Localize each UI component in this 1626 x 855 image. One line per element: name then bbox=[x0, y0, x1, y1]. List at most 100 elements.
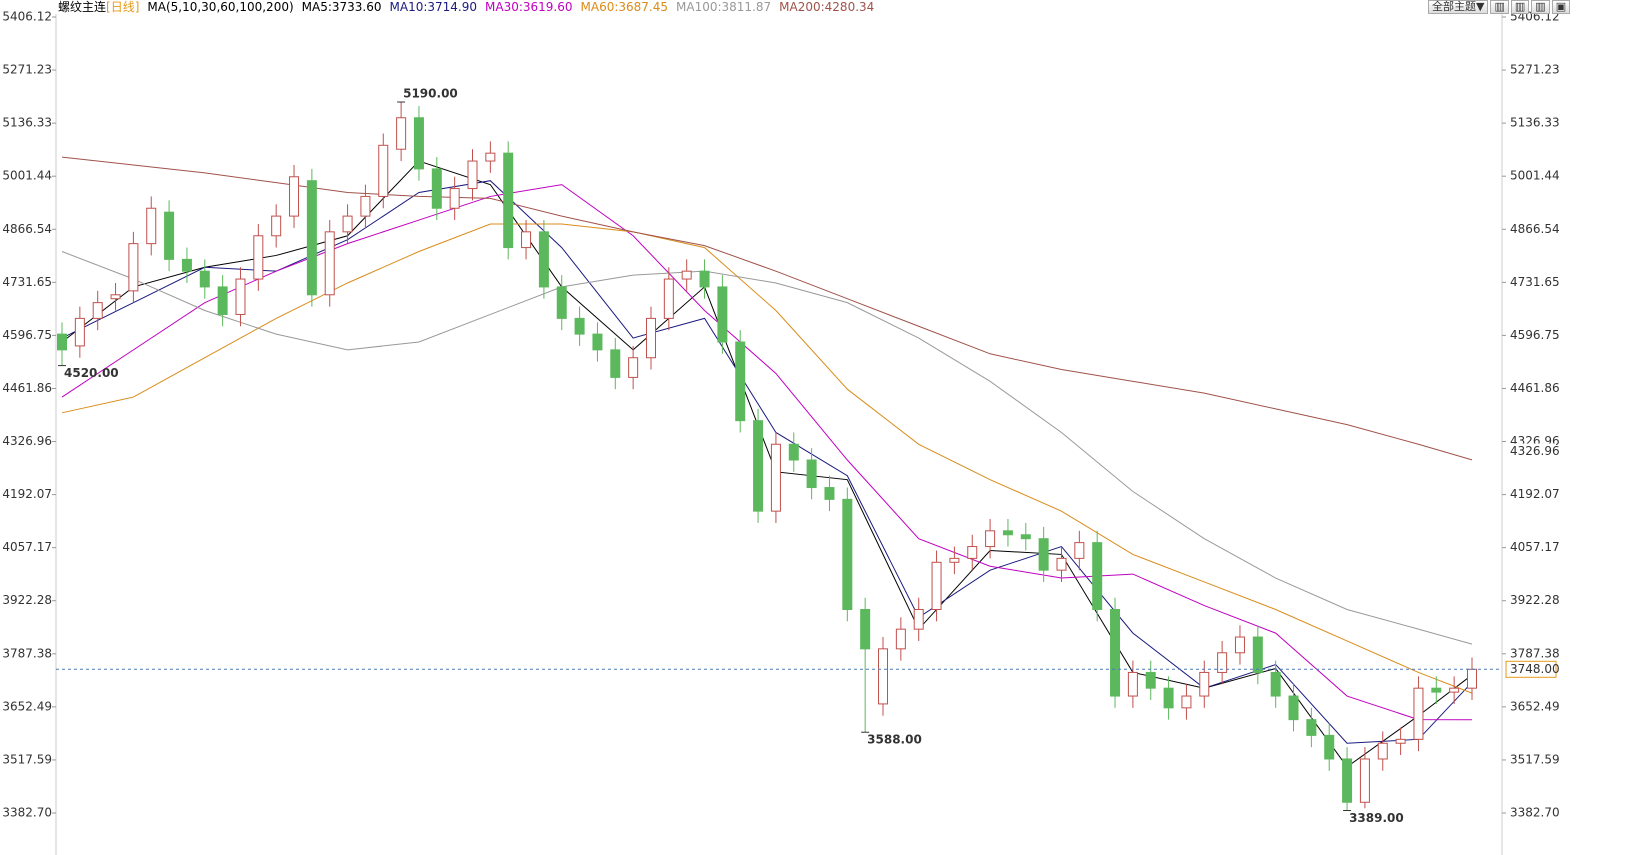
y-tick-label: 3517.59 bbox=[2, 752, 52, 766]
y-tick-label: 3922.28 bbox=[1510, 593, 1560, 607]
candle-body bbox=[574, 317, 585, 335]
annotation: 3588.00 bbox=[867, 733, 922, 747]
icon-button[interactable]: ▣ bbox=[1551, 0, 1571, 14]
legend-entry: MA60:3687.45 bbox=[580, 0, 669, 14]
y-tick-label: 5136.33 bbox=[1510, 116, 1560, 130]
ma-line bbox=[61, 223, 1473, 694]
candle-body bbox=[467, 160, 478, 190]
candle-body bbox=[1145, 671, 1156, 689]
annotation: 4520.00 bbox=[64, 366, 119, 380]
y-tick-label: 5001.44 bbox=[1510, 169, 1560, 183]
candle-body bbox=[788, 443, 799, 461]
candle-body bbox=[1092, 542, 1103, 610]
candle-body bbox=[985, 530, 996, 548]
candle-body bbox=[860, 608, 871, 650]
candle-body bbox=[878, 648, 889, 705]
y-tick-label: 4731.65 bbox=[2, 275, 52, 289]
legend-entry: MA10:3714.90 bbox=[389, 0, 478, 14]
candle-body bbox=[1181, 695, 1192, 709]
candle-body bbox=[735, 341, 746, 422]
icon-button[interactable]: ▥ bbox=[1531, 0, 1550, 14]
period: [日线] bbox=[106, 0, 140, 14]
candle-body bbox=[396, 117, 407, 150]
theme-button[interactable]: 全部主题▼ bbox=[1428, 0, 1489, 14]
candle-body bbox=[128, 243, 139, 292]
candle-body bbox=[1449, 687, 1460, 693]
candle-body bbox=[342, 215, 353, 233]
toolbar: 全部主题▼ ▥ ▥ ▥ ▣ bbox=[1428, 0, 1571, 14]
y-tick-label: 4866.54 bbox=[1510, 222, 1560, 236]
candle-body bbox=[1324, 734, 1335, 760]
candle-body bbox=[92, 302, 103, 319]
y-tick-label: 5271.23 bbox=[1510, 63, 1560, 77]
candle-body bbox=[431, 168, 442, 209]
candle-body bbox=[1020, 534, 1031, 540]
candle-body bbox=[181, 258, 192, 272]
y-tick-label: 3382.70 bbox=[2, 806, 52, 820]
candle-body bbox=[681, 270, 692, 280]
last-price-label: 3748.00 bbox=[1510, 662, 1560, 676]
candle-body bbox=[1252, 636, 1263, 673]
legend-entry: MA200:4280.34 bbox=[779, 0, 875, 14]
candle-body bbox=[699, 270, 710, 288]
candle-body bbox=[949, 557, 960, 563]
candle-body bbox=[503, 152, 514, 249]
candle-body bbox=[1127, 671, 1138, 697]
candle-body bbox=[663, 278, 674, 319]
candle-body bbox=[1038, 538, 1049, 571]
y-tick-label: 4866.54 bbox=[2, 222, 52, 236]
y-tick-label: 3652.49 bbox=[1510, 699, 1560, 713]
y-tick-label: 5001.44 bbox=[2, 169, 52, 183]
legend-entry: MA30:3619.60 bbox=[485, 0, 573, 14]
candle-body bbox=[1199, 671, 1210, 697]
y-tick-label: 5406.12 bbox=[2, 10, 52, 24]
ma-line bbox=[61, 251, 1473, 645]
candle-body bbox=[289, 176, 300, 217]
candle-body bbox=[57, 333, 67, 351]
candle-body bbox=[253, 235, 264, 280]
y-tick-label: 3652.49 bbox=[2, 699, 52, 713]
candle-body bbox=[1074, 542, 1085, 559]
candle-body bbox=[324, 231, 335, 296]
candle-body bbox=[806, 459, 817, 489]
side-label: 4326.96 bbox=[1510, 444, 1560, 458]
candle-body bbox=[1288, 695, 1299, 721]
candle-body bbox=[110, 294, 121, 300]
y-tick-label: 4596.75 bbox=[1510, 328, 1560, 342]
icon-button[interactable]: ▥ bbox=[1490, 0, 1509, 14]
y-tick-label: 3382.70 bbox=[1510, 806, 1560, 820]
candle-body bbox=[217, 286, 228, 315]
candle-body bbox=[146, 207, 157, 245]
candle-body bbox=[1163, 687, 1174, 709]
y-tick-label: 4192.07 bbox=[2, 487, 52, 501]
candle-body bbox=[1056, 557, 1067, 571]
candle-body bbox=[1217, 652, 1228, 673]
candle-body bbox=[1110, 608, 1121, 697]
candle-body bbox=[628, 357, 639, 378]
candle-body bbox=[538, 231, 549, 288]
y-tick-label: 5271.23 bbox=[2, 63, 52, 77]
candle-body bbox=[645, 317, 656, 359]
y-tick-label: 4192.07 bbox=[1510, 487, 1560, 501]
side-label-box bbox=[1506, 443, 1556, 460]
y-tick-label: 4731.65 bbox=[1510, 275, 1560, 289]
indicator: MA(5,10,30,60,100,200) bbox=[147, 0, 294, 14]
annotation: 3389.00 bbox=[1349, 811, 1404, 825]
candle-body bbox=[1395, 738, 1406, 744]
candle-body bbox=[610, 349, 621, 378]
candle-body bbox=[556, 286, 567, 319]
header: 螺纹主连 [日线] MA(5,10,30,60,100,200) MA5:373… bbox=[58, 0, 874, 15]
symbol: 螺纹主连 bbox=[58, 0, 107, 14]
candle-body bbox=[967, 546, 978, 559]
candle-body bbox=[895, 628, 906, 650]
last-price-box bbox=[1505, 660, 1557, 678]
candle-body bbox=[1270, 671, 1281, 697]
legend-entry: MA100:3811.87 bbox=[676, 0, 772, 14]
candle-body bbox=[235, 278, 246, 315]
y-tick-label: 4057.17 bbox=[2, 540, 52, 554]
candle-body bbox=[1002, 530, 1013, 536]
y-tick-label: 3787.38 bbox=[2, 646, 52, 660]
icon-button[interactable]: ▥ bbox=[1510, 0, 1530, 14]
